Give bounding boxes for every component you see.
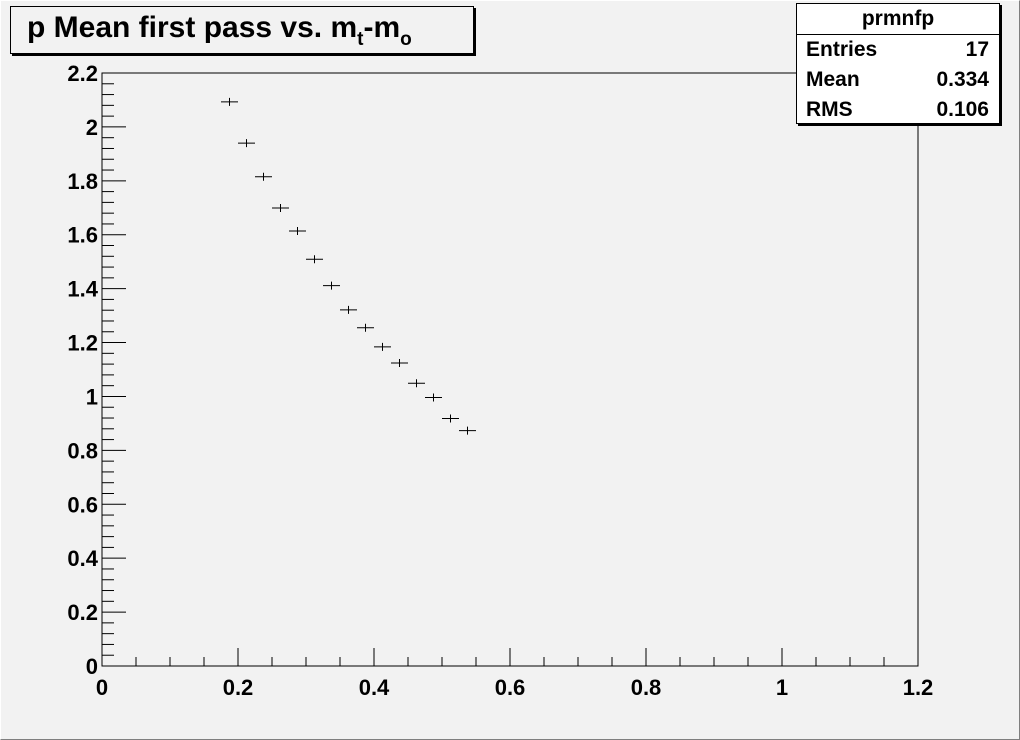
data-point (272, 204, 289, 213)
x-tick-label: 0.2 (223, 675, 254, 700)
data-point (340, 305, 357, 314)
x-tick-label: 1 (776, 675, 788, 700)
stats-label: Mean (806, 68, 860, 91)
data-point (459, 426, 476, 435)
data-point (289, 226, 306, 235)
chart-title: p Mean first pass vs. mt-mo (27, 11, 412, 57)
data-point (442, 414, 459, 423)
y-tick-label: 1.4 (67, 277, 98, 302)
y-tick-label: 0.8 (67, 438, 98, 463)
title-box: p Mean first pass vs. mt-mo (10, 6, 474, 54)
x-tick-label: 0 (96, 675, 108, 700)
stats-value: 0.106 (936, 98, 989, 121)
data-point (323, 281, 340, 290)
stats-row-rms: RMS 0.106 (797, 95, 999, 125)
y-tick-label: 1.2 (67, 331, 98, 356)
title-mid: -m (363, 11, 401, 44)
stats-label: Entries (806, 38, 878, 61)
data-point (255, 172, 272, 181)
x-tick-label: 0.8 (631, 675, 662, 700)
y-tick-label: 1 (86, 384, 98, 409)
data-point (425, 393, 442, 402)
y-tick-label: 2 (86, 115, 98, 140)
stats-row-entries: Entries 17 (797, 35, 999, 65)
data-point (306, 255, 323, 264)
plot-frame (101, 72, 919, 667)
data-point (221, 97, 238, 106)
stats-box: prmnfp Entries 17 Mean 0.334 RMS 0.106 (796, 3, 1000, 124)
stats-value: 17 (965, 38, 989, 61)
x-tick-label: 0.6 (495, 675, 526, 700)
x-tick-label: 1.2 (903, 675, 934, 700)
title-sub-t: t (357, 29, 364, 50)
y-tick-label: 0.2 (67, 600, 98, 625)
y-tick-label: 1.6 (67, 223, 98, 248)
data-point (374, 342, 391, 351)
y-tick-label: 0 (86, 654, 98, 679)
y-tick-label: 2.2 (67, 61, 98, 86)
stats-row-mean: Mean 0.334 (797, 65, 999, 95)
data-point (391, 359, 408, 368)
y-tick-label: 1.8 (67, 169, 98, 194)
stats-histogram-name: prmnfp (797, 4, 999, 35)
title-main: p Mean first pass vs. m (27, 11, 358, 44)
data-point (408, 379, 425, 388)
y-tick-label: 0.6 (67, 492, 98, 517)
data-point (357, 323, 374, 332)
y-tick-label: 0.4 (67, 546, 98, 571)
stats-value: 0.334 (936, 68, 989, 91)
stats-label: RMS (806, 98, 853, 121)
title-sub-o: o (400, 29, 412, 50)
data-point (238, 139, 255, 148)
x-tick-label: 0.4 (359, 675, 390, 700)
